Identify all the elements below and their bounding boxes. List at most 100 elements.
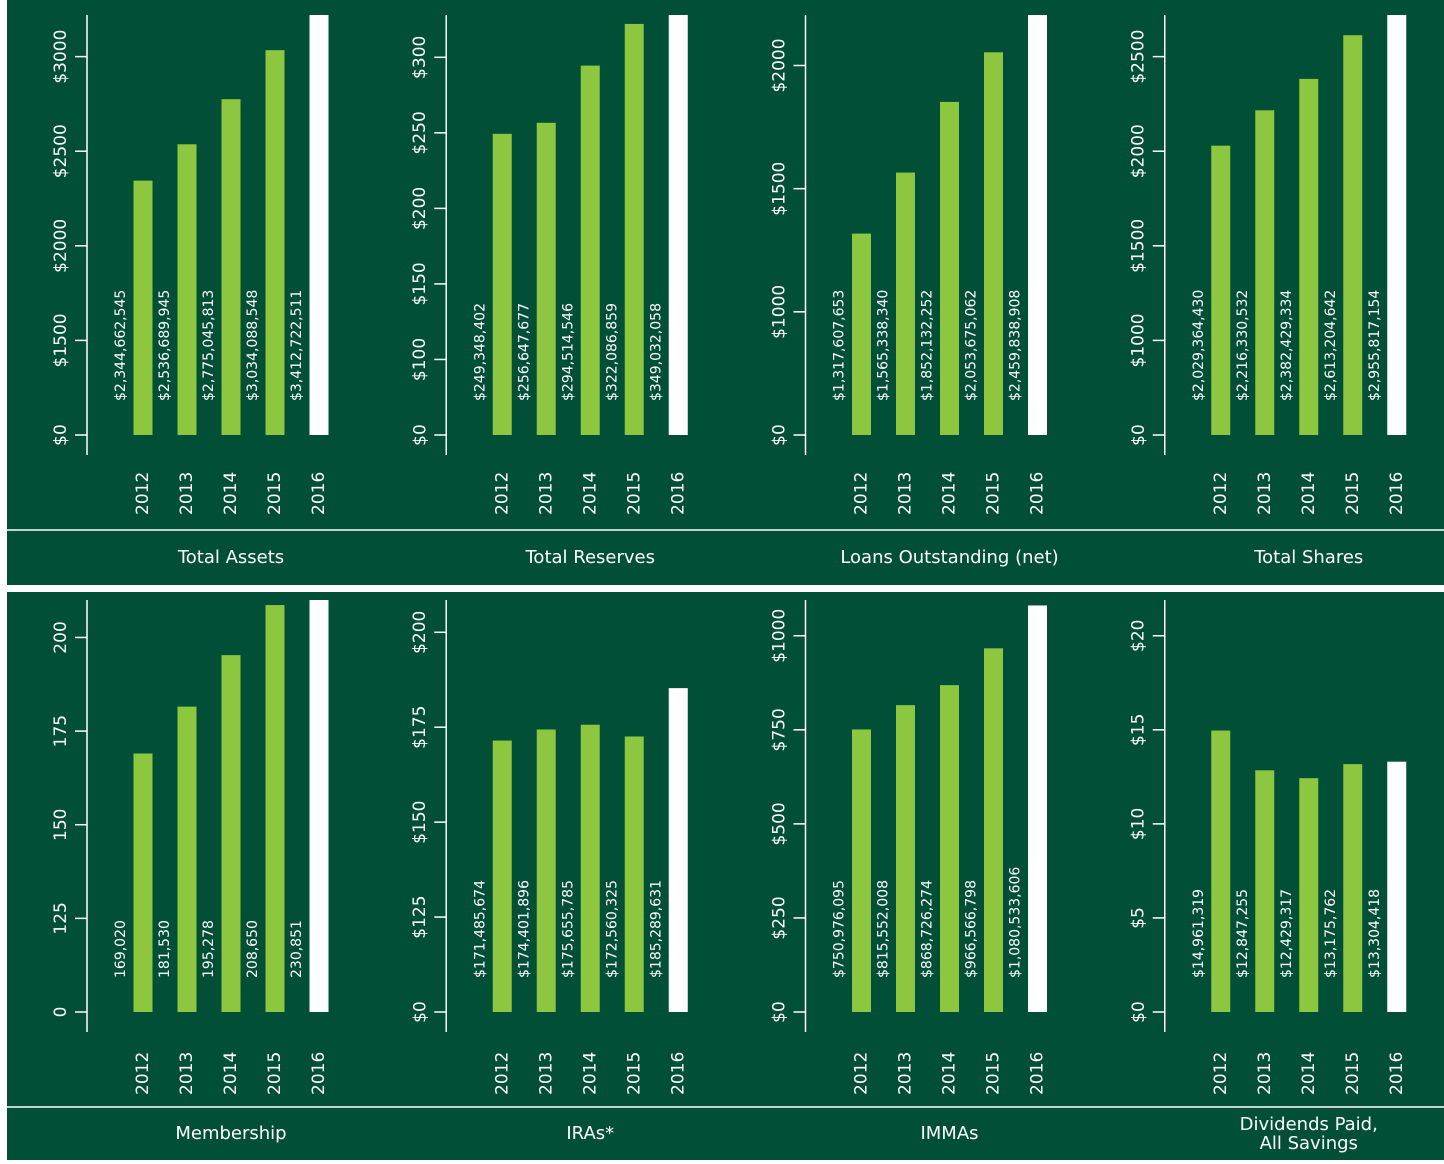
chart-title: IMMAs	[920, 1123, 979, 1144]
y-tick-label: $20	[1129, 620, 1149, 652]
value-label: $14,961,319	[1191, 889, 1207, 978]
y-tick-label: $1500	[1129, 219, 1149, 273]
bar	[309, 15, 329, 436]
value-label: $172,560,325	[604, 880, 620, 978]
y-tick-label: 0	[51, 1007, 71, 1018]
value-label: $1,080,533,606	[1008, 867, 1024, 978]
y-tick-label: $0	[1129, 424, 1149, 446]
x-tick-label: 2015	[984, 472, 1004, 515]
bar	[536, 729, 556, 1012]
bar	[492, 740, 512, 1012]
value-label: $2,613,204,642	[1323, 290, 1339, 401]
y-tick-label: $150	[410, 262, 430, 305]
x-tick-label: 2014	[940, 1052, 960, 1095]
bar	[580, 724, 600, 1012]
value-label: $171,485,674	[472, 880, 488, 978]
x-tick-label: 2012	[852, 472, 872, 515]
y-tick-label: $125	[410, 895, 430, 938]
chart-title: Total Shares	[1254, 547, 1364, 568]
value-label: $2,029,364,430	[1191, 290, 1207, 401]
y-tick-label: 200	[51, 621, 71, 653]
bar	[984, 648, 1003, 1012]
value-label: 181,530	[157, 920, 173, 978]
value-label: $13,175,762	[1323, 889, 1339, 978]
chart: $0 $1000 $1500 $2000 $1,317,607,653 2012 $1,56…	[770, 15, 1110, 585]
x-tick-label: 2013	[536, 1052, 556, 1095]
bar	[177, 706, 197, 1012]
x-tick-label: 2013	[896, 1052, 916, 1095]
value-label: $349,032,058	[648, 303, 664, 401]
value-label: $12,847,255	[1235, 889, 1251, 978]
bar	[852, 729, 871, 1012]
bar	[1255, 110, 1275, 435]
y-tick-label: $1000	[1129, 313, 1149, 367]
x-tick-label: 2012	[133, 472, 153, 515]
value-label: $3,034,088,548	[245, 290, 261, 401]
value-label: $2,216,330,532	[1235, 290, 1251, 401]
y-tick-label: $0	[770, 424, 790, 446]
title-wrap: Total Assets	[71, 530, 391, 585]
x-tick-label: 2016	[309, 472, 329, 515]
bottom-panel	[7, 592, 1444, 1160]
y-tick-label: $175	[410, 706, 430, 749]
chart: $0 $250 $500 $750 $1000 $750,976,095 2012 $815,…	[770, 600, 1048, 1144]
x-tick-label: 2014	[580, 1052, 600, 1095]
chart: $0 $125 $150 $175 $200 $171,485,674 2012 $174,4…	[410, 600, 750, 1160]
x-tick-label: 2012	[492, 472, 512, 515]
bar	[1299, 78, 1319, 436]
value-label: $2,459,838,908	[1008, 290, 1024, 401]
title-wrap: Loans Outstanding (net)	[790, 530, 1110, 585]
x-tick-label: 2015	[624, 472, 644, 515]
y-tick-label: $300	[410, 36, 430, 79]
x-tick-label: 2015	[265, 472, 285, 515]
bars	[852, 15, 1047, 436]
top-panel	[7, 0, 1444, 585]
x-tick-label: 2014	[940, 472, 960, 515]
bars	[133, 600, 329, 1012]
y-tick-label: $3000	[51, 30, 71, 84]
bar	[940, 685, 959, 1012]
bar	[1299, 778, 1319, 1012]
title-wrap: IRAs*	[430, 1107, 750, 1160]
x-tick-label: 2013	[177, 1052, 197, 1095]
value-label: $322,086,859	[604, 303, 620, 401]
bars	[1211, 730, 1407, 1012]
bar	[133, 753, 153, 1012]
bar	[1211, 730, 1231, 1012]
x-tick-label: 2012	[133, 1052, 153, 1095]
y-tick-label: $5	[1129, 907, 1149, 929]
bars	[492, 15, 688, 436]
y-tick-label: $1000	[770, 285, 790, 339]
bar	[1343, 764, 1363, 1012]
chart-title: Membership	[175, 1123, 287, 1144]
value-label: $966,566,798	[964, 880, 980, 978]
value-label: 195,278	[201, 920, 217, 978]
value-label: $2,053,675,062	[964, 290, 980, 401]
bar	[624, 23, 644, 435]
bar	[1211, 145, 1231, 436]
value-label: 208,650	[245, 920, 261, 978]
y-tick-label: $2000	[770, 38, 790, 92]
chart: 0 125 150 175 200 169,020 2012 181,530 2013 195,2…	[51, 600, 329, 1144]
title-box: Membership	[175, 1123, 287, 1144]
title-wrap: Dividends Paid, All Savings	[1149, 1107, 1444, 1160]
title-box: IRAs*	[430, 1107, 750, 1160]
y-tick-label: 125	[51, 902, 71, 934]
y-tick-label: $100	[410, 338, 430, 381]
bar	[984, 52, 1003, 436]
y-tick-label: $15	[1129, 714, 1149, 746]
bar	[265, 605, 285, 1012]
bar	[536, 122, 556, 436]
value-label: $750,976,095	[832, 880, 848, 978]
value-label: $2,775,045,813	[201, 290, 217, 401]
bars	[133, 15, 329, 436]
value-label: $868,726,274	[920, 880, 936, 978]
value-label: $1,852,132,252	[920, 290, 936, 401]
chart-title: IRAs*	[566, 1123, 615, 1144]
y-tick-label: $500	[770, 802, 790, 845]
bar	[309, 600, 329, 1012]
x-tick-label: 2016	[309, 1052, 329, 1095]
x-tick-label: 2016	[668, 472, 688, 515]
value-label: $2,344,662,545	[113, 290, 129, 401]
